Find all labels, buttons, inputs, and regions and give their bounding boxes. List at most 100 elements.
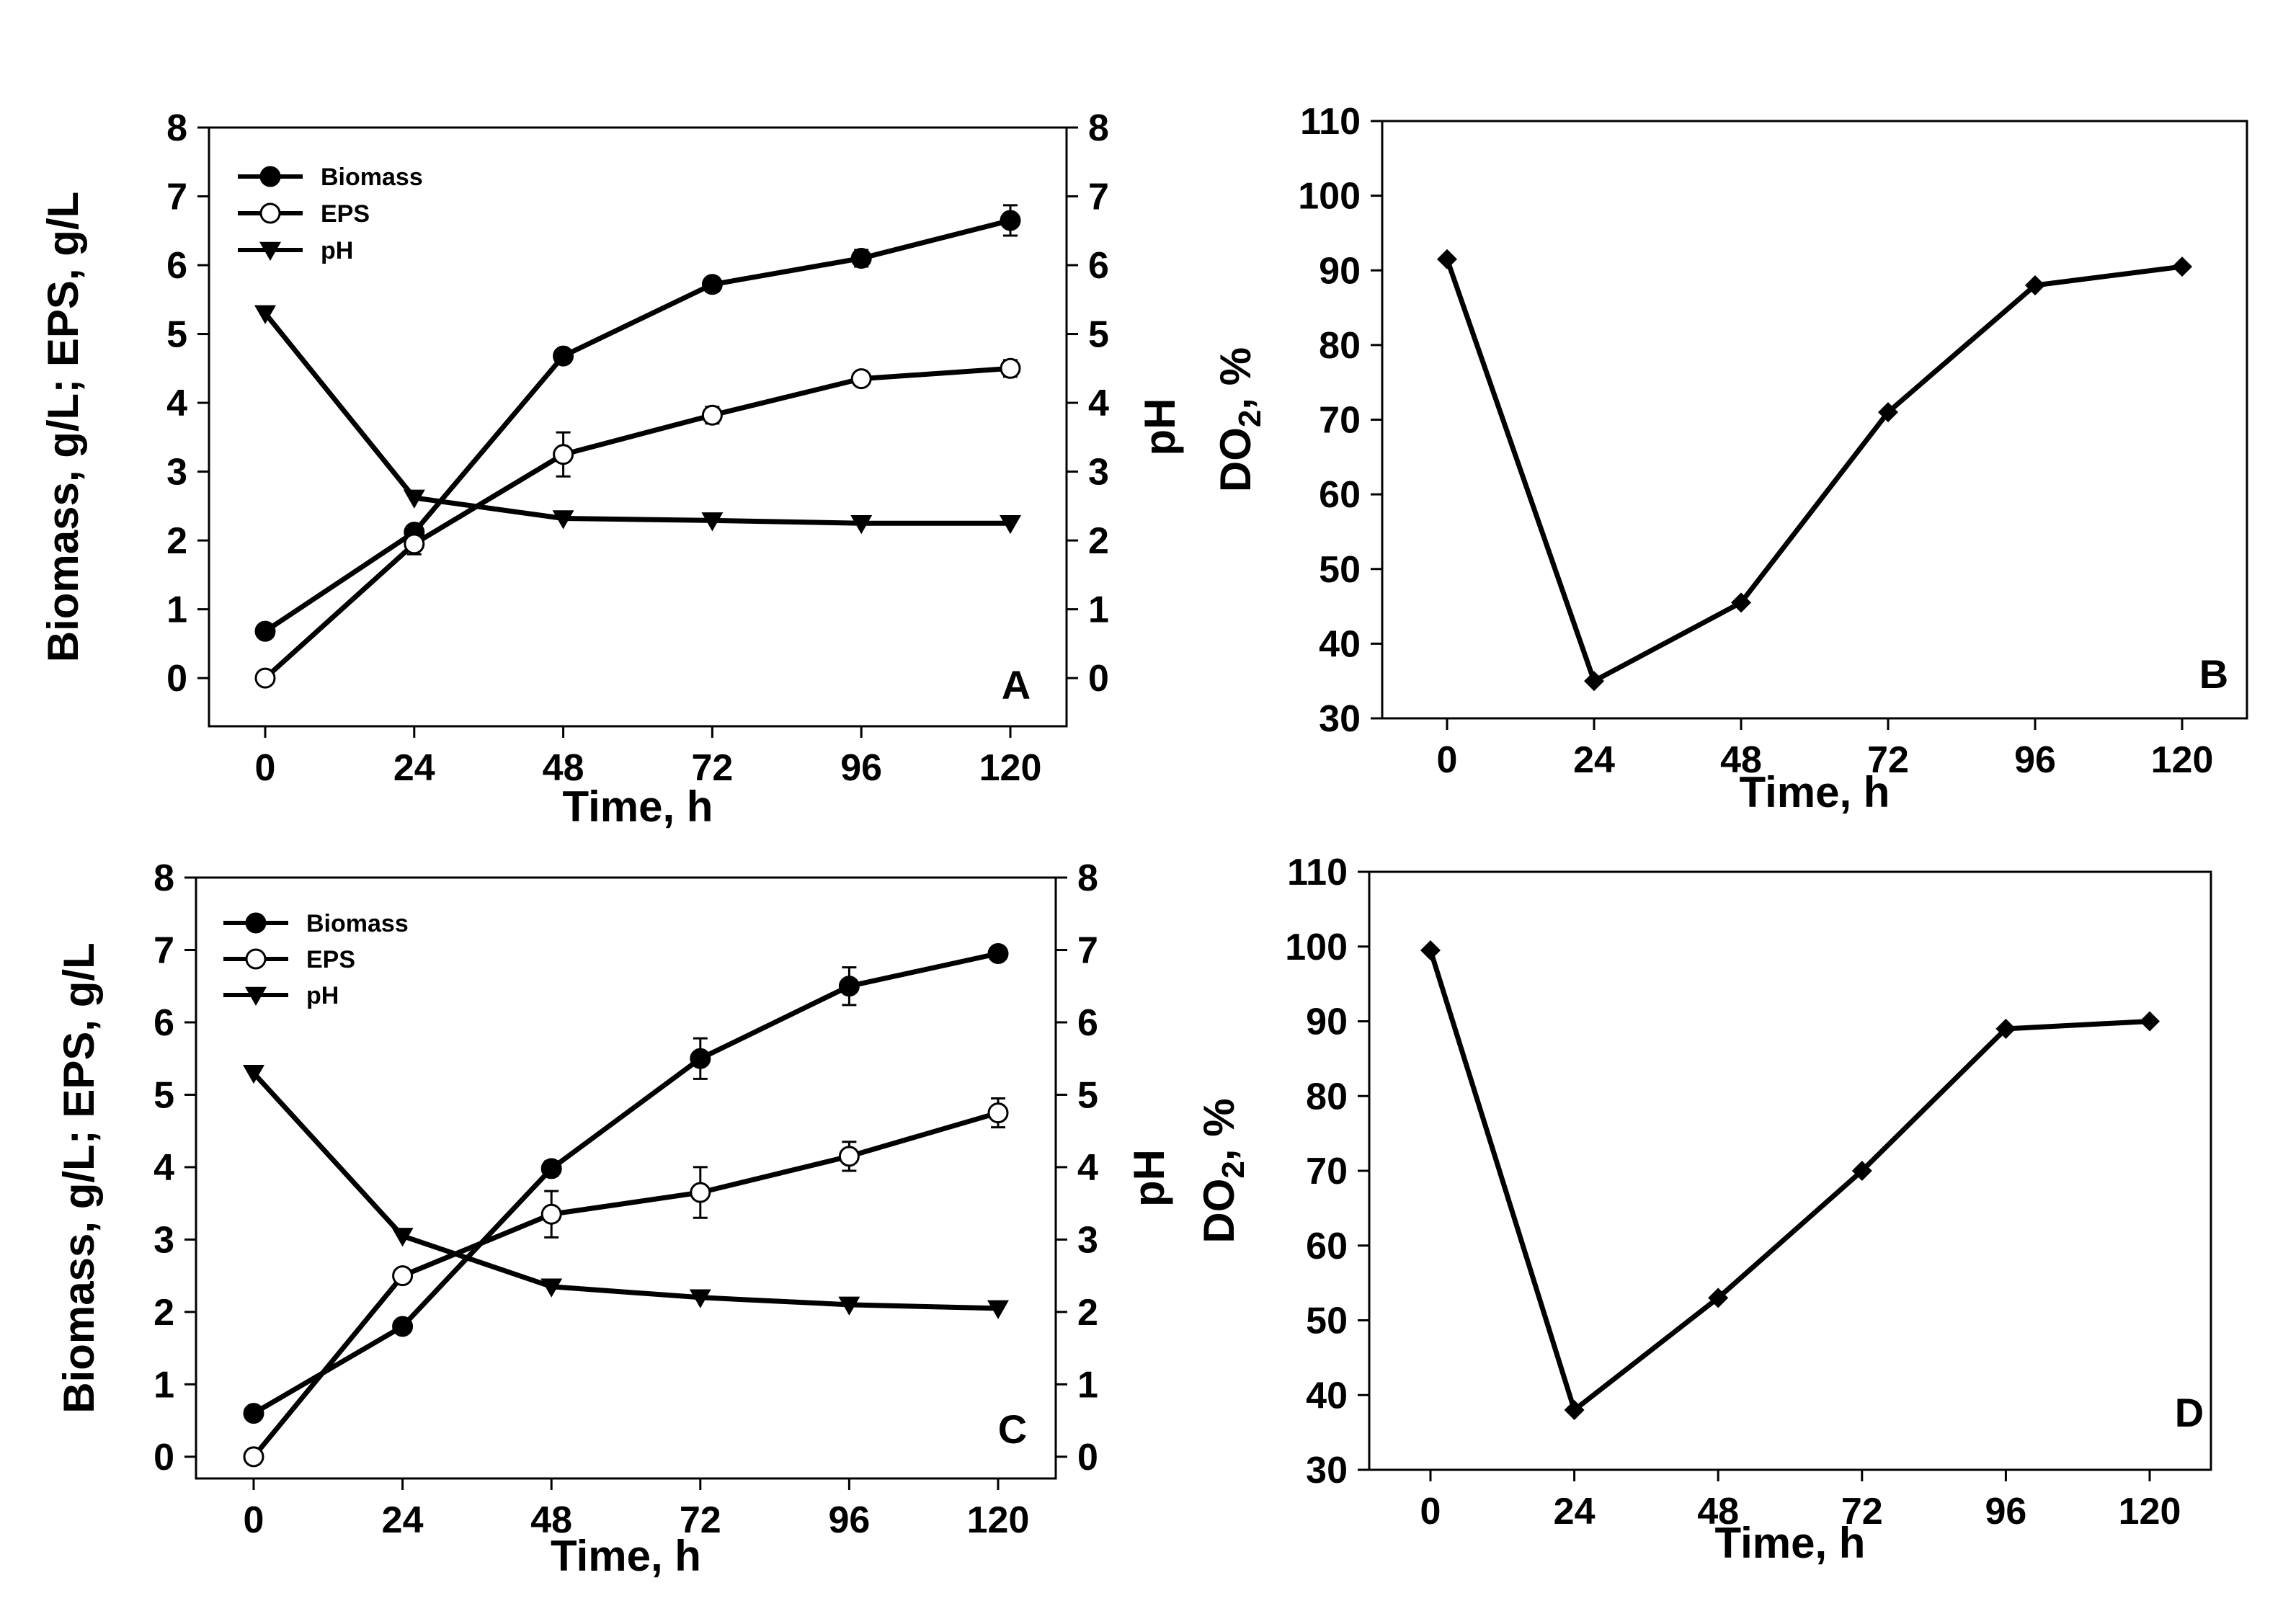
x-tick-label: 72 xyxy=(1841,1491,1883,1532)
y-axis-title-subscript: 2 xyxy=(1232,410,1268,427)
data-point-do2 xyxy=(1437,249,1457,269)
y-axis-title-main: DO xyxy=(1211,427,1260,492)
data-point-biomass xyxy=(987,943,1009,965)
x-tick-label: 0 xyxy=(244,1499,264,1541)
y-tick-label: 100 xyxy=(1285,927,1348,968)
data-point-eps xyxy=(540,1203,562,1225)
y-tick-label: 30 xyxy=(1319,698,1361,740)
data-point-do2 xyxy=(1708,1288,1729,1308)
series-line-eps xyxy=(252,1110,999,1459)
series-line-ph xyxy=(263,311,1010,526)
y-tick-label: 1 xyxy=(166,589,187,631)
x-tick-label: 0 xyxy=(1437,739,1458,781)
y-tick-label: 2 xyxy=(153,1292,174,1334)
data-point-biomass xyxy=(254,620,276,642)
x-tick-label: 96 xyxy=(840,747,882,789)
x-tick-label: 24 xyxy=(1554,1491,1596,1532)
y-tick-label: 50 xyxy=(1306,1300,1348,1342)
x-tick-label: 0 xyxy=(255,747,276,789)
panel-letter: C xyxy=(998,1406,1027,1452)
panel-letter: A xyxy=(1002,662,1031,708)
x-tick-label: 24 xyxy=(1573,739,1615,781)
y-right-tick-label: 4 xyxy=(1077,1147,1098,1189)
y-tick-label: 90 xyxy=(1306,1001,1348,1043)
y-tick-label: 8 xyxy=(166,107,187,149)
y-tick-label: 0 xyxy=(153,1437,174,1478)
y-tick-label: 80 xyxy=(1319,325,1361,367)
y-axis-right-title: pH xyxy=(1125,1149,1173,1207)
y-axis-title-unit: , % xyxy=(1211,347,1260,410)
y-axis-title: DO2, % xyxy=(1195,1098,1251,1243)
y-tick-label: 40 xyxy=(1306,1375,1348,1416)
y-tick-label: 30 xyxy=(1306,1450,1348,1491)
x-axis-title: Time, h xyxy=(1715,1519,1866,1567)
x-axis-title: Time, h xyxy=(563,782,713,831)
y-tick-label: 0 xyxy=(166,658,187,700)
x-axis-title: Time, h xyxy=(551,1532,701,1580)
x-tick-label: 48 xyxy=(1720,739,1762,781)
legend-label: Biomass xyxy=(321,164,423,191)
x-tick-label: 48 xyxy=(530,1499,572,1541)
y-tick-label: 110 xyxy=(1287,852,1348,893)
plot-frame xyxy=(195,876,1057,1480)
y-axis-title-subscript: 2 xyxy=(1216,1161,1251,1178)
legend-label: pH xyxy=(306,982,339,1009)
y-axis-title: Biomass, g/L; EPS, g/L xyxy=(39,192,87,662)
y-right-tick-label: 2 xyxy=(1077,1292,1098,1334)
data-point-do2 xyxy=(1851,1161,1872,1181)
legend-label: EPS xyxy=(321,200,370,228)
y-tick-label: 4 xyxy=(153,1147,174,1189)
y-right-tick-label: 7 xyxy=(1077,929,1098,971)
data-point-eps xyxy=(392,1265,414,1287)
y-tick-label: 100 xyxy=(1298,176,1361,218)
y-tick-label: 70 xyxy=(1319,400,1361,442)
legend-marker xyxy=(259,241,281,261)
legend-label: pH xyxy=(321,237,353,264)
data-point-do2 xyxy=(2172,256,2192,277)
data-point-eps xyxy=(987,1102,1009,1124)
panel-d-chart: 0 24 48 72 96 120 30 40 50 60 70 80 90 100 110 Time, h D… xyxy=(1195,852,2212,1567)
series-line-eps xyxy=(263,365,1011,680)
data-point-eps xyxy=(1000,357,1021,379)
y-right-tick-label: 2 xyxy=(1088,520,1109,562)
y-tick-label: 2 xyxy=(166,520,187,562)
data-point-do2 xyxy=(1878,402,1898,423)
data-point-eps xyxy=(553,444,574,465)
y-right-tick-label: 7 xyxy=(1088,177,1109,218)
data-point-do2 xyxy=(2025,275,2045,295)
panel-a-chart: 0 24 48 72 96 120 0 1 2 3 4 5 6 7 8 0 1 2 3 4 5 6 7 8 pH Time, h B… xyxy=(39,107,1184,831)
y-right-tick-label: 6 xyxy=(1077,1002,1098,1044)
x-tick-label: 120 xyxy=(979,747,1042,789)
y-tick-label: 60 xyxy=(1306,1226,1348,1267)
data-point-ph xyxy=(701,512,724,532)
data-point-ph xyxy=(391,1228,414,1247)
data-point-biomass xyxy=(850,247,872,269)
y-axis-title-main: DO xyxy=(1195,1179,1243,1244)
panel-b-chart: 0 24 48 72 96 120 30 40 50 60 70 80 90 100 110 Time, h D… xyxy=(1211,101,2248,816)
y-axis-title: DO2, % xyxy=(1211,347,1268,492)
y-axis-right-title: pH xyxy=(1136,398,1184,456)
data-point-biomass xyxy=(1000,210,1021,231)
y-right-tick-label: 4 xyxy=(1088,383,1109,424)
data-point-biomass xyxy=(540,1158,562,1179)
y-right-tick-label: 3 xyxy=(1088,452,1109,494)
legend-marker xyxy=(259,166,281,187)
data-point-eps xyxy=(838,1146,860,1167)
y-axis-title: Biomass, g/L; EPS, g/L xyxy=(55,942,103,1413)
y-right-tick-label: 3 xyxy=(1077,1219,1098,1261)
x-tick-label: 96 xyxy=(828,1499,870,1541)
data-point-do2 xyxy=(1731,592,1751,613)
legend-label: EPS xyxy=(306,946,355,973)
data-point-ph xyxy=(254,305,276,324)
x-tick-label: 24 xyxy=(393,747,435,789)
data-point-eps xyxy=(850,368,872,390)
y-right-tick-label: 1 xyxy=(1077,1364,1098,1406)
data-point-eps xyxy=(243,1446,264,1468)
data-point-ph xyxy=(540,1278,563,1298)
data-point-ph xyxy=(243,1065,264,1084)
x-tick-label: 120 xyxy=(2119,1491,2181,1532)
x-tick-label: 120 xyxy=(967,1499,1030,1541)
data-point-do2 xyxy=(1995,1018,2016,1039)
